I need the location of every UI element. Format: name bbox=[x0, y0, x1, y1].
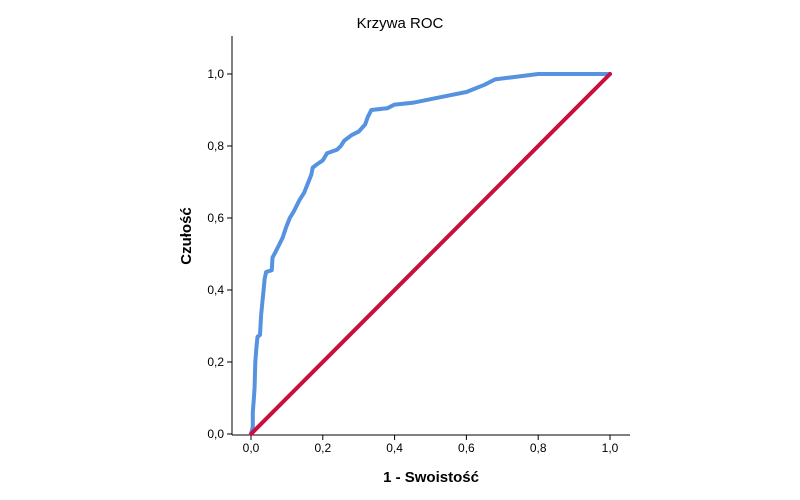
y-tick-label: 0,2 bbox=[207, 355, 224, 369]
y-axis-label: Czułość bbox=[178, 207, 195, 265]
y-tick-label: 0,0 bbox=[207, 427, 224, 441]
x-tick-label: 0,0 bbox=[243, 441, 260, 455]
roc-curve-line bbox=[249, 72, 612, 436]
y-tick-label: 0,6 bbox=[207, 211, 224, 225]
x-tick-label: 1,0 bbox=[602, 441, 619, 455]
chart-title: Krzywa ROC bbox=[357, 15, 444, 32]
y-tick-label: 1,0 bbox=[207, 67, 224, 81]
x-axis-ticks: 0,0 0,2 0,4 0,6 0,8 1,0 bbox=[243, 435, 619, 455]
y-tick-label: 0,4 bbox=[207, 283, 224, 297]
x-tick-label: 0,6 bbox=[458, 441, 475, 455]
x-tick-label: 0,8 bbox=[530, 441, 547, 455]
reference-diagonal-line bbox=[249, 72, 612, 436]
x-tick-label: 0,2 bbox=[314, 441, 331, 455]
x-tick-label: 0,4 bbox=[386, 441, 403, 455]
y-tick-label: 0,8 bbox=[207, 139, 224, 153]
series-layer bbox=[249, 72, 612, 436]
x-axis-label: 1 - Swoistość bbox=[383, 469, 479, 486]
y-axis-ticks: 0,0 0,2 0,4 0,6 0,8 1,0 bbox=[207, 67, 232, 441]
